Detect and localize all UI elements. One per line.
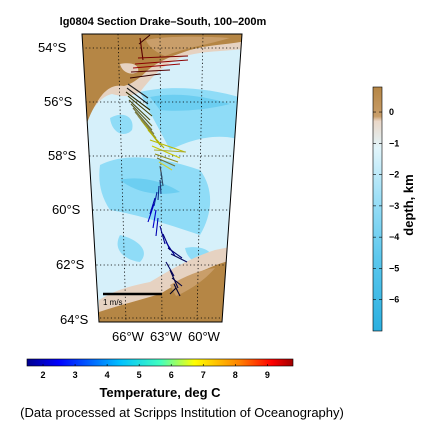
vector xyxy=(156,157,176,167)
temp-tick-label: 8 xyxy=(233,370,238,380)
longitude-labels: 66°W 63°W 60°W xyxy=(112,329,221,344)
lon-label: 66°W xyxy=(112,329,145,344)
vector xyxy=(130,69,171,73)
temp-tick-label: 9 xyxy=(265,370,270,380)
antarctic-peninsula xyxy=(90,245,240,322)
temp-tick-label: 4 xyxy=(105,370,110,380)
depth-tick-label: −4 xyxy=(389,232,399,242)
lat-label: 64°S xyxy=(60,312,89,327)
vector xyxy=(139,37,144,61)
vector xyxy=(171,277,183,287)
vector xyxy=(165,241,176,257)
vector xyxy=(160,171,164,187)
vector xyxy=(159,225,166,245)
temperature-colorbar: 2 3 4 5 6 7 8 9 Temperature, deg C xyxy=(26,358,294,400)
source-note: (Data processed at Scripps Institution o… xyxy=(20,405,344,420)
abyssal-water xyxy=(120,94,230,194)
depth-tick-label: −1 xyxy=(389,138,399,148)
vector xyxy=(128,99,151,121)
depth-tick-label: −5 xyxy=(389,263,399,273)
depth-colorbar-ticks: 0 −1 −2 −3 −4 −5 −6 xyxy=(373,107,399,305)
temp-tick-label: 5 xyxy=(137,370,142,380)
vector xyxy=(147,203,155,223)
graticule xyxy=(82,34,240,322)
vector xyxy=(138,34,151,45)
map-panel: 1 m/s xyxy=(82,34,242,322)
depth-colorbar: 0 −1 −2 −3 −4 −5 −6 depth, km xyxy=(372,86,416,332)
depth-tick-label: 0 xyxy=(389,107,394,117)
depth-tick-label: −3 xyxy=(389,201,399,211)
lat-label: 54°S xyxy=(38,40,67,55)
vector xyxy=(130,103,153,127)
lat-label: 56°S xyxy=(44,94,73,109)
vector xyxy=(147,129,165,149)
vector xyxy=(153,191,158,207)
depth-tick-label: −2 xyxy=(389,170,399,180)
vector xyxy=(169,287,177,295)
vector xyxy=(157,185,160,201)
vector xyxy=(129,73,161,79)
lon-label: 63°W xyxy=(150,329,183,344)
vector xyxy=(126,87,149,105)
vector xyxy=(152,209,157,229)
vector xyxy=(132,63,181,69)
map-frame xyxy=(81,33,243,323)
vector xyxy=(155,217,159,237)
lon-label: 60°W xyxy=(188,329,221,344)
lat-label: 60°S xyxy=(52,202,81,217)
scale-label: 1 m/s xyxy=(103,298,123,307)
vector xyxy=(158,161,173,171)
vector xyxy=(154,153,179,163)
south-america-shelf xyxy=(82,34,242,140)
depth-colorbar-label: depth, km xyxy=(401,174,416,235)
vector xyxy=(125,91,151,111)
vector xyxy=(165,261,175,277)
vector xyxy=(170,253,188,263)
depth-tick-label: −6 xyxy=(389,295,399,305)
latitude-labels: 54°S 56°S 58°S 60°S 62°S 64°S xyxy=(38,40,89,327)
temp-tick-label: 7 xyxy=(201,370,206,380)
current-vectors xyxy=(125,34,189,297)
temperature-colorbar-ticks: 2 3 4 5 6 7 8 9 xyxy=(41,364,270,380)
vector xyxy=(149,139,186,153)
lat-label: 58°S xyxy=(48,148,77,163)
temp-tick-label: 6 xyxy=(169,370,174,380)
temperature-colorbar-label: Temperature, deg C xyxy=(99,385,221,400)
vector xyxy=(137,55,189,59)
temp-tick-label: 2 xyxy=(41,370,46,380)
vector xyxy=(132,107,153,131)
vector xyxy=(151,145,181,159)
vector xyxy=(153,149,187,153)
lat-label: 62°S xyxy=(56,257,85,272)
vector xyxy=(167,247,183,259)
temp-tick-label: 3 xyxy=(73,370,78,380)
map-title: lg0804 Section Drake–South, 100–200m xyxy=(60,16,267,28)
vector xyxy=(127,83,149,99)
vector xyxy=(149,197,156,215)
vector xyxy=(173,283,181,297)
vector xyxy=(134,111,155,135)
vector xyxy=(159,179,162,195)
vector xyxy=(134,59,189,65)
vector xyxy=(127,95,153,117)
